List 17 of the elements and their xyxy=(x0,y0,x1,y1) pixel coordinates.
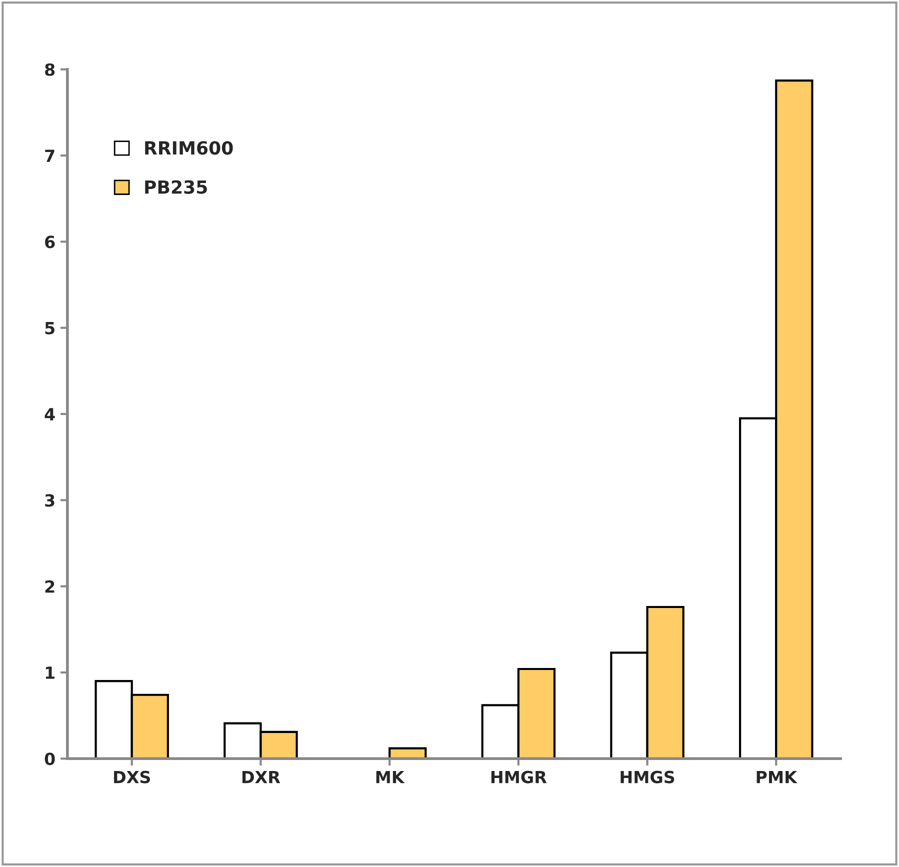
y-tick-label: 0 xyxy=(44,752,55,766)
y-tick-label: 5 xyxy=(45,322,54,334)
y-tick-label: 8 xyxy=(45,63,55,76)
y-tick-label: 3 xyxy=(45,494,54,507)
legend-label: RRIM600 xyxy=(145,141,233,155)
y-tick-label: 2 xyxy=(45,580,54,593)
x-tick-label: HMGR xyxy=(491,770,547,784)
x-tick-label: DXR xyxy=(242,770,280,784)
y-tick-label: 6 xyxy=(45,236,55,248)
y-tick-label: 7 xyxy=(45,150,54,162)
x-tick-label: MK xyxy=(376,770,405,784)
x-tick-label: PMK xyxy=(756,770,798,784)
y-tick-label: 1 xyxy=(46,666,54,679)
y-tick-label: 4 xyxy=(44,408,55,420)
legend-label: PB235 xyxy=(145,180,207,194)
x-tick-label: HMGS xyxy=(620,770,674,784)
x-tick-label: DXS xyxy=(114,770,150,784)
